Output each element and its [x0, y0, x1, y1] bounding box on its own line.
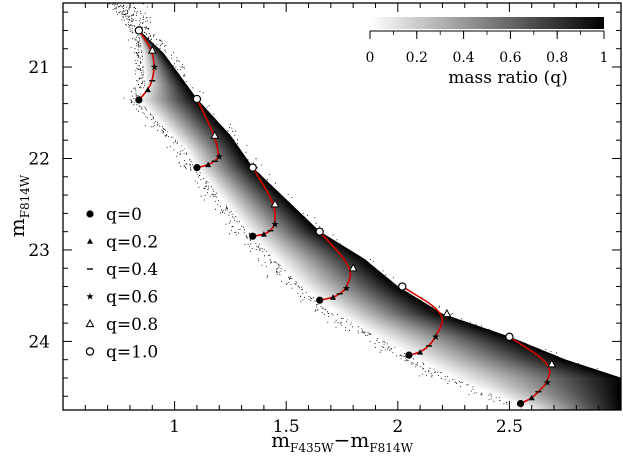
legend-label: q=0.8 — [106, 315, 158, 335]
binary-band-slice — [138, 30, 613, 410]
track-marker — [260, 231, 267, 237]
x-axis-title: mF435W−mF814W — [271, 428, 414, 455]
colorbar-gradient — [370, 17, 604, 29]
track-marker — [330, 294, 337, 300]
track-marker — [547, 359, 557, 368]
y-axis-title: mF814W — [5, 174, 32, 237]
legend-item: q=0.4 — [87, 260, 158, 280]
track-marker — [543, 378, 551, 386]
legend-item: q=0 — [86, 205, 142, 225]
plot-frame — [62, 2, 622, 411]
mass-ratio-track — [508, 336, 551, 405]
colorbar-tick-label: 0.8 — [546, 50, 568, 66]
x-tick-label: 1 — [169, 417, 180, 437]
track-marker — [249, 232, 257, 240]
colorbar-tick-label: 0.2 — [406, 50, 428, 66]
track-marker — [150, 63, 159, 71]
colorbar-ticks: 0 0.2 0.4 0.6 0.8 1 — [366, 30, 609, 66]
legend: q=0 q=0.2 q=0.4 q=0.6 q=0.8 q=1.0 — [85, 205, 158, 363]
track-marker — [270, 199, 280, 208]
binary-band — [138, 30, 621, 410]
track-marker — [192, 94, 202, 104]
colorbar: 0 0.2 0.4 0.6 0.8 1 mass ratio (q) — [366, 17, 609, 88]
legend-label: q=0 — [106, 205, 142, 225]
legend-label: q=0.6 — [106, 288, 158, 308]
x-tick-label: 1.5 — [273, 417, 300, 437]
track-marker — [442, 308, 452, 318]
legend-marker — [86, 292, 94, 300]
track-markers — [134, 26, 557, 408]
colorbar-tick-label: 0 — [366, 50, 375, 66]
track-marker — [516, 399, 525, 408]
y-axis-ticks: 21 22 23 24 — [28, 11, 621, 397]
track-marker — [316, 296, 324, 304]
x-tick-label: 2 — [392, 417, 403, 437]
track-marker — [193, 164, 201, 172]
track-marker — [505, 332, 514, 342]
binary-band-slice — [138, 30, 615, 410]
track-marker — [271, 220, 279, 228]
track-marker — [215, 152, 223, 160]
x-axis-ticks: 1 1.5 2 2.5 — [62, 3, 622, 437]
track-marker — [405, 351, 413, 359]
legend-item: q=0.8 — [85, 315, 158, 335]
track-marker — [135, 96, 143, 104]
y-tick-label: 23 — [28, 241, 50, 261]
track-marker — [417, 349, 424, 355]
colorbar-tick-label: 0.4 — [452, 50, 474, 66]
track-marker — [210, 130, 220, 139]
colorbar-tick-label: 1 — [600, 50, 609, 66]
track-marker — [528, 394, 535, 401]
track-marker — [147, 45, 157, 54]
track-marker — [398, 282, 407, 291]
track-marker — [134, 26, 144, 35]
legend-marker — [86, 210, 94, 218]
colorbar-label: mass ratio (q) — [448, 68, 567, 88]
legend-item: q=1.0 — [85, 343, 158, 363]
legend-label: q=0.4 — [106, 260, 158, 280]
colorbar-tick-label: 0.6 — [499, 50, 521, 66]
track-marker — [348, 263, 358, 272]
x-tick-label: 2.5 — [496, 417, 523, 437]
legend-marker — [85, 347, 95, 356]
legend-item: q=0.2 — [87, 233, 158, 253]
track-marker — [205, 161, 212, 168]
mass-ratio-track — [401, 285, 444, 356]
y-tick-label: 24 — [28, 332, 50, 352]
binary-band-slice — [138, 30, 621, 410]
legend-label: q=1.0 — [106, 343, 158, 363]
legend-item: q=0.6 — [86, 288, 158, 308]
track-marker — [432, 333, 440, 340]
legend-marker — [87, 238, 93, 244]
mass-ratio-track — [138, 29, 155, 101]
track-marker — [144, 86, 151, 93]
track-marker — [248, 163, 257, 172]
y-tick-label: 21 — [28, 58, 50, 78]
track-marker — [342, 284, 351, 292]
legend-label: q=0.2 — [106, 233, 158, 253]
legend-marker — [85, 318, 95, 328]
track-marker — [315, 227, 324, 236]
y-tick-label: 22 — [28, 149, 50, 169]
